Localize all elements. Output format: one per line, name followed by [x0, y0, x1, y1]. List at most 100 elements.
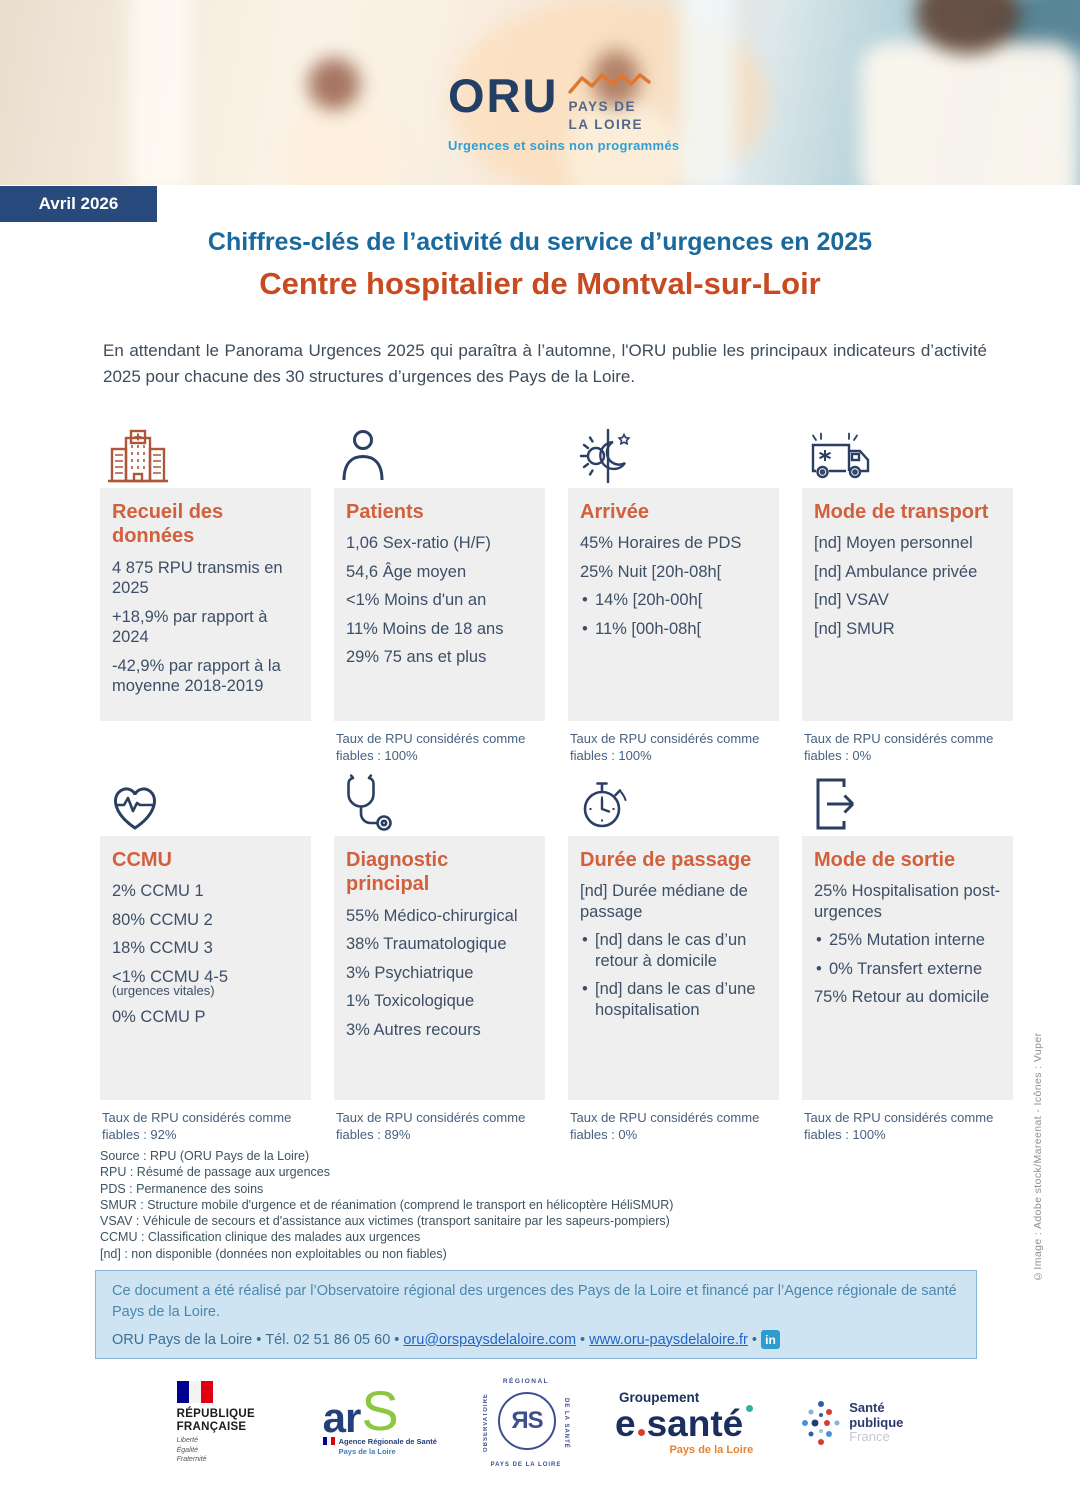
card-mode-sortie: Mode de sortie 25% Hospitalisation post-…: [802, 776, 1013, 1144]
stat-line: [nd] SMUR: [814, 619, 895, 638]
ors-bottom-text: PAYS DE LA LOIRE: [490, 1462, 562, 1468]
stat-line: 2% CCMU 1: [112, 882, 204, 901]
image-credit: ©Image : Adobe stock/Mareenat - Icônes :…: [1032, 1032, 1044, 1282]
rf-name: RÉPUBLIQUE FRANÇAISE: [176, 1408, 256, 1433]
stat-line: [nd] Durée médiane de passage: [580, 882, 748, 921]
oru-logo-text: ORU: [448, 69, 559, 122]
hospital-icon: [108, 429, 168, 483]
stopwatch-icon: [583, 782, 627, 828]
trend-zigzag-icon: [568, 73, 652, 94]
esante-sante-text: santé: [646, 1403, 744, 1444]
stat-line: <1% Moins d'un an: [346, 591, 487, 610]
stat-line: 3% Psychiatrique: [346, 963, 474, 982]
stat-subline: 25% Mutation interne: [814, 930, 1001, 951]
esante-e-text: e: [614, 1403, 636, 1444]
stat-line: 18% CCMU 3: [112, 939, 213, 958]
banner-phone: Tél. 02 51 86 05 60: [265, 1331, 391, 1348]
footnote: RPU : Résumé de passage aux urgences: [100, 1165, 330, 1180]
card-duree-passage: Durée de passage [nd] Durée médiane de p…: [568, 776, 779, 1144]
esante-logo: Groupement e santé Pays de la Loire: [614, 1390, 754, 1456]
rf-motto: Liberté Égalité Fraternité: [176, 1437, 207, 1464]
ars-logo: ar S Agence Régionale de Santé Pays de l…: [322, 1379, 437, 1456]
partner-logos: RÉPUBLIQUE FRANÇAISE Liberté Égalité Fra…: [0, 1378, 1080, 1468]
email-link[interactable]: oru@orspaysdelaloire.com: [403, 1331, 577, 1348]
date-badge: Avril 2026: [0, 186, 157, 222]
ars-s-text: S: [361, 1379, 399, 1443]
day-night-icon: [579, 429, 631, 483]
stat-line: -42,9% par rapport à la moyenne 2018-201…: [112, 656, 281, 696]
cards-row-1: Recueil des données 4 875 RPU transmis e…: [100, 428, 1013, 765]
intro-paragraph: En attendant le Panorama Urgences 2025 q…: [103, 341, 987, 387]
card-title: Mode de transport: [814, 501, 989, 523]
french-flag-icon: [176, 1381, 213, 1404]
card-title: Mode de sortie: [814, 849, 956, 871]
reliability-note: Taux de RPU considérés comme fiables : 1…: [804, 1110, 994, 1142]
website-link[interactable]: www.oru-paysdelaloire.fr: [589, 1331, 748, 1348]
oru-tagline: Urgences et soins non programmés: [448, 138, 680, 153]
spf-dots-icon: [802, 1401, 840, 1445]
reliability-note: Taux de RPU considérés comme fiables : 1…: [336, 731, 526, 763]
linkedin-icon[interactable]: in: [760, 1330, 780, 1350]
esante-red-dot: [637, 1429, 645, 1436]
card-patients: Patients 1,06 Sex-ratio (H/F) 54,6 Âge m…: [334, 428, 545, 765]
photo-blur-shapes: [0, 0, 1080, 185]
sante-publique-france-logo: Santé publique France: [799, 1398, 903, 1448]
card-ccmu: CCMU 2% CCMU 1 80% CCMU 2 18% CCMU 3 <1%…: [100, 776, 311, 1144]
stat-line: [nd] Ambulance privée: [814, 562, 978, 581]
banner-text: Ce document a été réalisé par l’Observat…: [112, 1283, 957, 1321]
footnote: VSAV : Véhicule de secours et d'assistan…: [100, 1214, 670, 1228]
footnote: PDS : Permanence des soins: [100, 1181, 264, 1196]
reliability-note: Taux de RPU considérés comme fiables : 0…: [570, 1110, 760, 1142]
ors-seal-logo: RÉGIONAL OBSERVATOIRE DE LA SANTÉ ЯS PAY…: [483, 1378, 569, 1468]
stat-line: 1% Toxicologique: [346, 992, 475, 1011]
reliability-note: Taux de RPU considérés comme fiables : 8…: [336, 1110, 526, 1142]
ors-right-text: DE LA SANTÉ: [562, 1397, 569, 1449]
stat-line: <1% CCMU 4-5: [112, 967, 228, 986]
card-title: Durée de passage: [580, 849, 752, 871]
stat-line: [nd] VSAV: [814, 591, 889, 610]
reliability-note: Taux de RPU considérés comme fiables : 0…: [804, 731, 994, 763]
stat-line: 45% Horaires de PDS: [580, 534, 742, 553]
stat-subline: 14% [20h-00h[: [580, 590, 767, 611]
stat-subline: [nd] dans le cas d’une hospitalisation: [580, 979, 767, 1020]
stat-line: 80% CCMU 2: [112, 910, 213, 929]
footnote: Source : RPU (ORU Pays de la Loire): [100, 1149, 310, 1163]
header-photo: ORU PAYS DE LA LOIRE Urgences et soins n…: [0, 0, 1080, 185]
card-title: Arrivée: [580, 501, 649, 523]
separator-dot: •: [394, 1331, 400, 1348]
ors-top-text: RÉGIONAL: [502, 1378, 550, 1385]
page-title: Chiffres-clés de l’activité du service d…: [207, 228, 873, 256]
banner-contact-line: ORU Pays de la Loire • Tél. 02 51 86 05 …: [112, 1330, 960, 1350]
page-subtitle: Centre hospitalier de Montval-sur-Loir: [259, 266, 821, 301]
card-title: CCMU: [112, 849, 172, 871]
stat-line: 75% Retour au domicile: [814, 988, 990, 1007]
ambulance-icon: [811, 432, 870, 479]
stat-line: [nd] Moyen personnel: [814, 534, 973, 553]
stethoscope-icon: [347, 774, 392, 831]
stat-line: 4 875 RPU transmis en 2025: [112, 558, 283, 598]
banner-org: ORU Pays de la Loire: [112, 1331, 253, 1348]
card-diagnostic: Diagnostic principal 55% Médico-chirurgi…: [334, 774, 545, 1144]
footnotes: Source : RPU (ORU Pays de la Loire) RPU …: [100, 1148, 860, 1262]
stat-line: 29% 75 ans et plus: [346, 648, 487, 667]
stat-line: 38% Traumatologique: [346, 935, 507, 954]
separator-dot: •: [580, 1331, 586, 1348]
ars-ar-text: ar: [322, 1393, 362, 1441]
stat-line: 1,06 Sex-ratio (H/F): [346, 534, 491, 553]
spf-text: Santé publique France: [849, 1399, 904, 1445]
footnote: [nd] : non disponible (données non explo…: [100, 1246, 447, 1261]
card-title: Patients: [346, 501, 424, 523]
reliability-note: Taux de RPU considérés comme fiables : 1…: [570, 731, 760, 763]
ors-monogram: ЯS: [497, 1392, 556, 1450]
republique-francaise-logo: RÉPUBLIQUE FRANÇAISE Liberté Égalité Fra…: [176, 1381, 277, 1465]
stat-subline: 0% Transfert externe: [814, 959, 1001, 980]
french-flag-icon: [322, 1437, 335, 1446]
stat-note: (urgences vitales): [112, 983, 215, 999]
ars-subtitle: Agence Régionale de Santé Pays de la Loi…: [338, 1437, 437, 1456]
stat-line: 25% Nuit [20h-08h[: [580, 562, 722, 581]
esante-region-text: Pays de la Loire: [669, 1444, 754, 1456]
esante-groupement-text: Groupement: [618, 1390, 700, 1405]
patient-icon: [342, 430, 384, 481]
oru-region-text: PAYS DE LA LOIRE: [568, 99, 643, 132]
